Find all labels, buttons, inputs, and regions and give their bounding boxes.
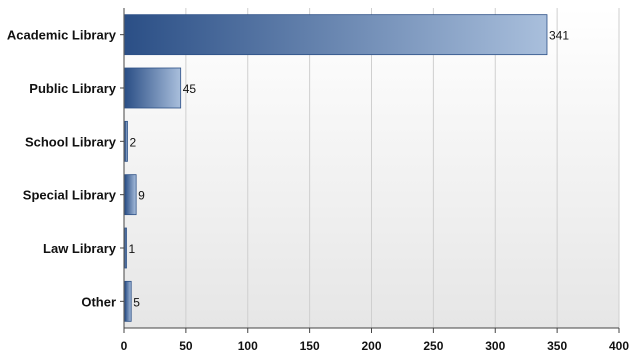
gridlines bbox=[185, 8, 620, 328]
x-tick-label-150: 150 bbox=[300, 339, 320, 353]
category-label-special-library: Special Library bbox=[23, 188, 117, 203]
category-label-school-library: School Library bbox=[25, 134, 117, 149]
category-label-public-library: Public Library bbox=[29, 81, 116, 96]
x-tick-label-400: 400 bbox=[609, 339, 629, 353]
data-label-law-library: 1 bbox=[129, 242, 136, 256]
labels: 341 Academic Library 45 Public Library 2 Scho… bbox=[7, 28, 629, 353]
bars bbox=[124, 14, 548, 322]
data-label-academic-library: 341 bbox=[549, 29, 569, 43]
x-tick-label-0: 0 bbox=[121, 339, 128, 353]
bar-law-library bbox=[124, 227, 127, 269]
category-label-law-library: Law Library bbox=[43, 241, 117, 256]
x-tick-label-50: 50 bbox=[179, 339, 193, 353]
x-tick-label-200: 200 bbox=[361, 339, 381, 353]
data-label-special-library: 9 bbox=[138, 189, 145, 203]
bar-school-library bbox=[124, 120, 128, 162]
category-label-other: Other bbox=[81, 294, 116, 309]
bar-other bbox=[124, 280, 132, 322]
x-tick-label-100: 100 bbox=[238, 339, 258, 353]
bar-public-library bbox=[124, 67, 182, 109]
bar-academic-library bbox=[124, 14, 548, 56]
bar-special-library bbox=[124, 174, 137, 216]
data-label-other: 5 bbox=[133, 295, 140, 309]
axes bbox=[120, 8, 620, 333]
data-label-school-library: 2 bbox=[129, 135, 136, 149]
data-label-public-library: 45 bbox=[183, 82, 197, 96]
x-tick-label-350: 350 bbox=[547, 339, 567, 353]
x-tick-label-300: 300 bbox=[485, 339, 505, 353]
x-tick-label-250: 250 bbox=[423, 339, 443, 353]
category-label-academic-library: Academic Library bbox=[7, 28, 117, 43]
